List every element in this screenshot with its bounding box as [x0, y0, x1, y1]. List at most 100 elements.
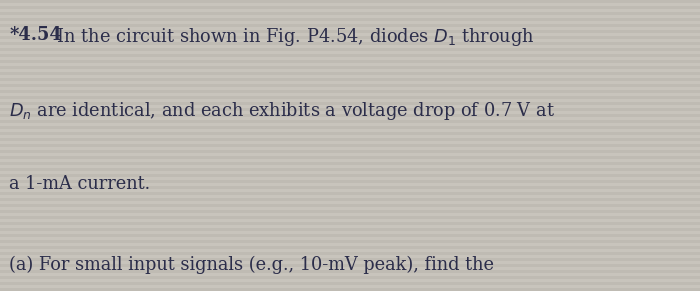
- Bar: [0, 258, 700, 261]
- Bar: [0, 138, 700, 141]
- Bar: [0, 168, 700, 171]
- Text: $D_n$ are identical, and each exhibits a voltage drop of 0.7 V at: $D_n$ are identical, and each exhibits a…: [9, 100, 555, 123]
- Bar: [0, 243, 700, 246]
- Bar: [0, 285, 700, 288]
- Bar: [0, 75, 700, 78]
- Bar: [0, 270, 700, 273]
- Bar: [0, 63, 700, 66]
- Bar: [0, 183, 700, 186]
- Bar: [0, 114, 700, 117]
- Bar: [0, 261, 700, 264]
- Text: *4.54: *4.54: [9, 26, 62, 44]
- Bar: [0, 69, 700, 72]
- Bar: [0, 210, 700, 213]
- Bar: [0, 60, 700, 63]
- Bar: [0, 222, 700, 225]
- Bar: [0, 273, 700, 276]
- Bar: [0, 9, 700, 12]
- Bar: [0, 189, 700, 192]
- Bar: [0, 111, 700, 114]
- Bar: [0, 90, 700, 93]
- Bar: [0, 159, 700, 162]
- Bar: [0, 171, 700, 174]
- Bar: [0, 21, 700, 24]
- Bar: [0, 213, 700, 216]
- Bar: [0, 249, 700, 252]
- Bar: [0, 192, 700, 195]
- Bar: [0, 150, 700, 153]
- Bar: [0, 216, 700, 219]
- Bar: [0, 99, 700, 102]
- Bar: [0, 225, 700, 228]
- Bar: [0, 132, 700, 135]
- Bar: [0, 279, 700, 282]
- Bar: [0, 282, 700, 285]
- Bar: [0, 72, 700, 75]
- Text: In the circuit shown in Fig. P4.54, diodes $D_1$ through: In the circuit shown in Fig. P4.54, diod…: [51, 26, 535, 48]
- Bar: [0, 93, 700, 96]
- Bar: [0, 264, 700, 267]
- Bar: [0, 78, 700, 81]
- Bar: [0, 66, 700, 69]
- Bar: [0, 165, 700, 168]
- Bar: [0, 24, 700, 27]
- Bar: [0, 147, 700, 150]
- Bar: [0, 228, 700, 231]
- Bar: [0, 81, 700, 84]
- Bar: [0, 48, 700, 51]
- Bar: [0, 33, 700, 36]
- Bar: [0, 36, 700, 39]
- Bar: [0, 126, 700, 129]
- Bar: [0, 177, 700, 180]
- Bar: [0, 105, 700, 108]
- Bar: [0, 288, 700, 291]
- Bar: [0, 144, 700, 147]
- Bar: [0, 153, 700, 156]
- Bar: [0, 108, 700, 111]
- Bar: [0, 201, 700, 204]
- Bar: [0, 15, 700, 18]
- Bar: [0, 12, 700, 15]
- Bar: [0, 87, 700, 90]
- Bar: [0, 18, 700, 21]
- Text: a 1-mA current.: a 1-mA current.: [9, 175, 150, 193]
- Bar: [0, 6, 700, 9]
- Bar: [0, 237, 700, 240]
- Bar: [0, 219, 700, 222]
- Bar: [0, 42, 700, 45]
- Bar: [0, 45, 700, 48]
- Bar: [0, 141, 700, 144]
- Bar: [0, 0, 700, 3]
- Bar: [0, 204, 700, 207]
- Bar: [0, 246, 700, 249]
- Bar: [0, 135, 700, 138]
- Bar: [0, 51, 700, 54]
- Bar: [0, 39, 700, 42]
- Bar: [0, 27, 700, 30]
- Bar: [0, 234, 700, 237]
- Bar: [0, 180, 700, 183]
- Bar: [0, 255, 700, 258]
- Bar: [0, 117, 700, 120]
- Bar: [0, 54, 700, 57]
- Bar: [0, 207, 700, 210]
- Bar: [0, 198, 700, 201]
- Bar: [0, 240, 700, 243]
- Bar: [0, 276, 700, 279]
- Bar: [0, 96, 700, 99]
- Bar: [0, 57, 700, 60]
- Bar: [0, 123, 700, 126]
- Bar: [0, 129, 700, 132]
- Bar: [0, 162, 700, 165]
- Bar: [0, 231, 700, 234]
- Text: (a) For small input signals (e.g., 10-mV peak), find the: (a) For small input signals (e.g., 10-mV…: [9, 256, 494, 274]
- Bar: [0, 156, 700, 159]
- Bar: [0, 195, 700, 198]
- Bar: [0, 84, 700, 87]
- Bar: [0, 267, 700, 270]
- Bar: [0, 252, 700, 255]
- Bar: [0, 120, 700, 123]
- Bar: [0, 3, 700, 6]
- Bar: [0, 186, 700, 189]
- Bar: [0, 102, 700, 105]
